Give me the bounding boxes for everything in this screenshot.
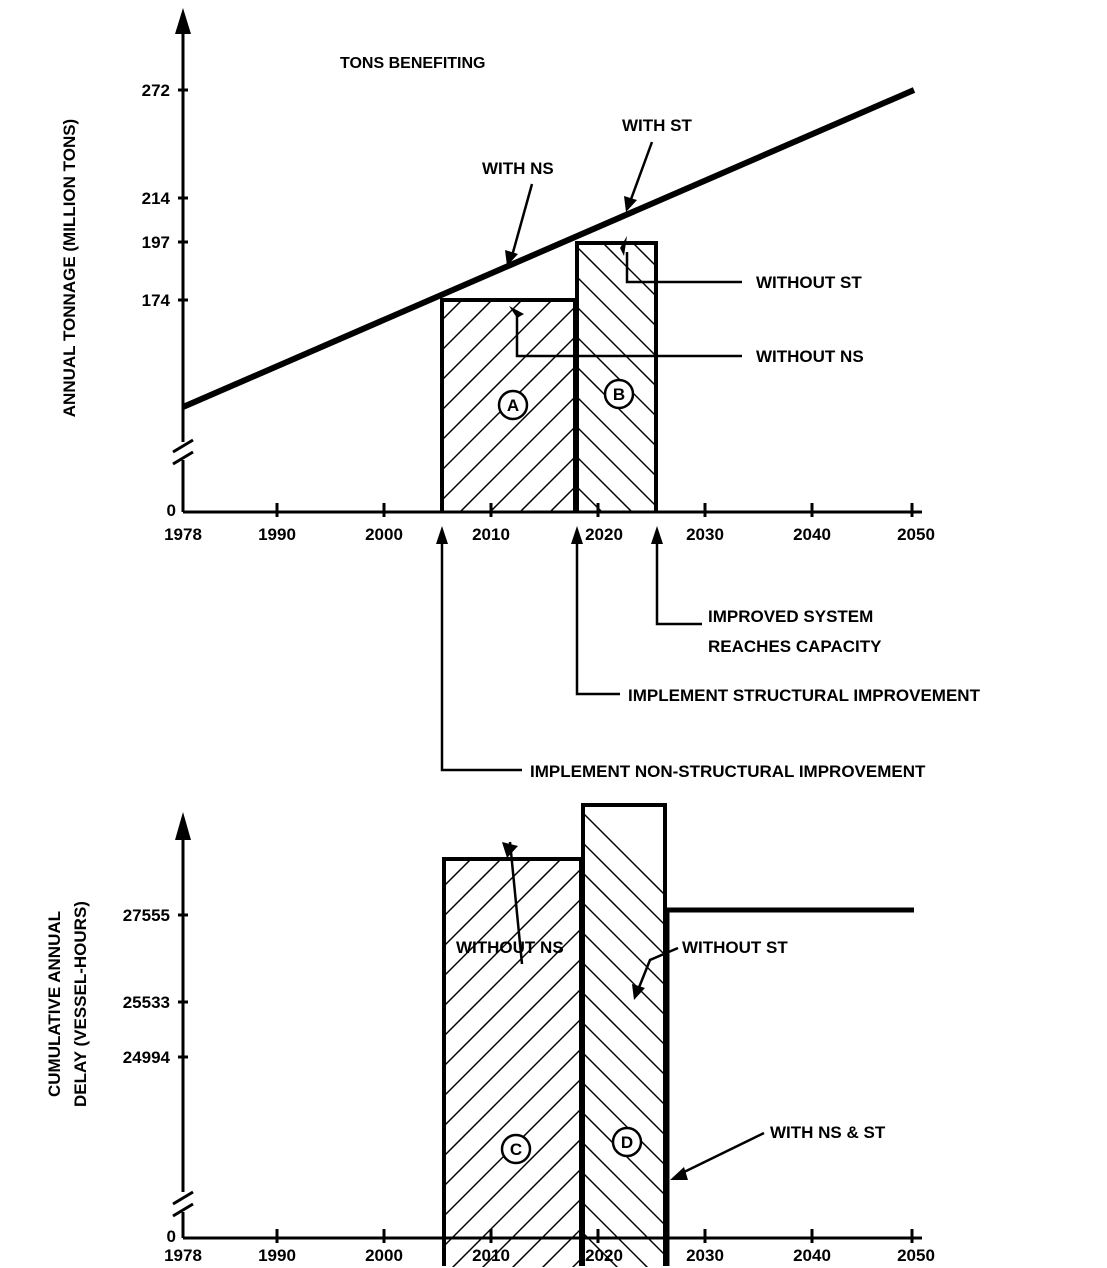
with-ns-st-leader xyxy=(679,1131,765,1176)
top-x-tick-label: 2050 xyxy=(897,525,935,544)
top-y-tick-label: 174 xyxy=(142,291,171,310)
top-x-tick-label: 2030 xyxy=(686,525,724,544)
bottom-y-tick-label: 0 xyxy=(167,1227,176,1246)
bottom-x-tick-label: 2000 xyxy=(365,1246,403,1265)
with-ns-st-label: WITH NS & ST xyxy=(770,1123,886,1142)
bottom-y-axis-title-line1: CUMULATIVE ANNUAL xyxy=(45,911,64,1097)
region-d-label: D xyxy=(621,1133,633,1152)
implement-ns-leader xyxy=(440,544,522,772)
without-st-label: WITHOUT ST xyxy=(756,273,862,292)
bottom-without-ns-arrow-icon xyxy=(502,842,518,858)
region-c-label: C xyxy=(510,1140,522,1159)
capacity-arrow-icon xyxy=(651,526,663,544)
top-x-tick-label: 2040 xyxy=(793,525,831,544)
bottom-without-st-leader xyxy=(636,946,679,991)
top-chart: TONS BENEFITING 272 214 197 174 0 xyxy=(60,8,981,781)
top-x-tick-label: 1978 xyxy=(164,525,202,544)
bottom-x-tick-label: 1990 xyxy=(258,1246,296,1265)
top-y-ticks xyxy=(178,88,188,302)
bottom-x-tick-label: 2030 xyxy=(686,1246,724,1265)
top-x-tick-label: 2010 xyxy=(472,525,510,544)
bottom-x-tick-label: 2040 xyxy=(793,1246,831,1265)
capacity-leader xyxy=(655,544,702,626)
bottom-x-ticks xyxy=(275,1229,914,1243)
bottom-x-tick-label: 1978 xyxy=(164,1246,202,1265)
implement-ns-arrow-icon xyxy=(436,526,448,544)
top-chart-subtitle: TONS BENEFITING xyxy=(340,55,486,72)
region-a-label: A xyxy=(507,396,519,415)
capacity-label-line1: IMPROVED SYSTEM xyxy=(708,607,873,626)
top-x-tick-label: 2020 xyxy=(585,525,623,544)
bottom-y-axis-arrow-icon xyxy=(175,812,191,840)
region-a-hatch xyxy=(442,300,575,512)
with-st-leader xyxy=(628,141,654,203)
region-b-hatch xyxy=(577,243,656,512)
region-b-label: B xyxy=(613,385,625,404)
without-st-arrow-icon xyxy=(620,236,627,256)
top-y-axis-arrow-icon xyxy=(175,8,191,34)
without-st-leader xyxy=(625,252,742,284)
bottom-chart: 27555 25533 24994 0 1978 1990 2000 2010 … xyxy=(45,803,935,1267)
top-y-tick-label: 0 xyxy=(167,501,176,520)
top-y-tick-label: 272 xyxy=(142,81,170,100)
without-st-box xyxy=(575,241,658,512)
with-ns-leader xyxy=(510,183,534,257)
bottom-x-tick-label: 2050 xyxy=(897,1246,935,1265)
bottom-without-st-arrow-icon xyxy=(632,984,645,1000)
implement-st-label: IMPLEMENT STRUCTURAL IMPROVEMENT xyxy=(628,686,981,705)
bottom-axis-break-icon xyxy=(172,1190,194,1218)
implement-st-arrow-icon xyxy=(571,526,583,544)
top-y-tick-label: 197 xyxy=(142,233,170,252)
implement-st-leader xyxy=(575,544,620,696)
without-ns-arrow-icon xyxy=(509,306,524,318)
without-ns-leader xyxy=(515,316,742,358)
with-st-label: WITH ST xyxy=(622,116,692,135)
bottom-y-tick-label: 25533 xyxy=(123,993,170,1012)
region-c-hatch xyxy=(444,859,581,1267)
with-ns-label: WITH NS xyxy=(482,159,554,178)
top-x-tick-label: 2000 xyxy=(365,525,403,544)
bottom-y-axis-title-line2: DELAY (VESSEL-HOURS) xyxy=(71,901,90,1107)
bottom-without-ns-label: WITHOUT NS xyxy=(456,938,564,957)
top-y-tick-label: 214 xyxy=(142,189,171,208)
region-d-hatch xyxy=(583,811,665,1267)
bottom-x-tick-label: 2020 xyxy=(585,1246,623,1265)
region-a-circle xyxy=(497,389,529,421)
capacity-label-line2: REACHES CAPACITY xyxy=(708,637,882,656)
implement-ns-label: IMPLEMENT NON-STRUCTURAL IMPROVEMENT xyxy=(530,762,926,781)
top-axis-break-icon xyxy=(172,438,194,466)
top-x-tick-label: 1990 xyxy=(258,525,296,544)
bottom-y-ticks xyxy=(178,913,188,1059)
bottom-without-st-label: WITHOUT ST xyxy=(682,938,788,957)
top-x-ticks xyxy=(275,503,914,517)
bottom-y-tick-label: 27555 xyxy=(123,906,170,925)
with-ns-st-step xyxy=(664,907,914,1266)
with-st-arrow-icon xyxy=(624,196,637,212)
region-d-circle xyxy=(611,1126,643,1158)
bottom-without-ns-leader xyxy=(508,841,524,965)
bottom-x-tick-label: 2010 xyxy=(472,1246,510,1265)
region-b-circle xyxy=(603,378,635,410)
with-ns-st-arrow-icon xyxy=(670,1167,688,1180)
with-ns-arrow-icon xyxy=(505,250,518,266)
bottom-y-tick-label: 24994 xyxy=(123,1048,171,1067)
tons-benefiting-line xyxy=(181,87,916,410)
region-c-circle xyxy=(500,1133,532,1165)
without-ns-label: WITHOUT NS xyxy=(756,347,864,366)
top-y-axis-title: ANNUAL TONNAGE (MILLION TONS) xyxy=(60,119,79,417)
